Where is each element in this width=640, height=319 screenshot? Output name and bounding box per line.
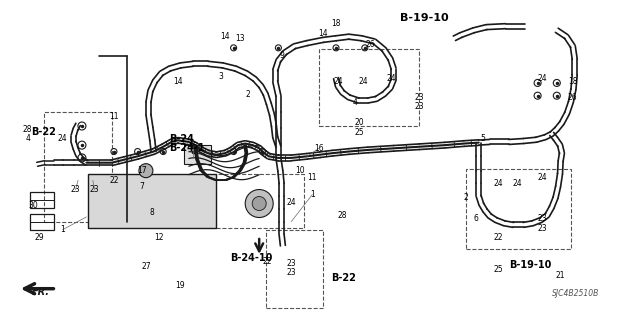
Text: 19: 19 — [175, 281, 186, 290]
Text: 14: 14 — [318, 29, 328, 38]
Text: B-22: B-22 — [332, 272, 356, 283]
Text: 18: 18 — [332, 19, 340, 28]
Text: 28: 28 — [22, 125, 31, 134]
Text: 13: 13 — [235, 34, 245, 43]
Text: 2: 2 — [463, 193, 468, 202]
Text: 30: 30 — [28, 201, 38, 210]
Text: 24: 24 — [493, 179, 503, 188]
Bar — [44, 112, 112, 222]
Text: 22: 22 — [109, 176, 118, 185]
Bar — [29, 192, 54, 208]
Bar — [466, 169, 571, 249]
Text: 14: 14 — [173, 77, 183, 86]
Text: 22: 22 — [263, 257, 272, 266]
Text: 27: 27 — [141, 262, 151, 271]
Text: 18: 18 — [568, 77, 577, 86]
Text: 21: 21 — [556, 271, 564, 280]
Text: FR.: FR. — [31, 287, 49, 297]
Text: 24: 24 — [538, 74, 548, 83]
Text: 24: 24 — [512, 179, 522, 188]
Text: 6: 6 — [474, 214, 479, 223]
Text: 24: 24 — [387, 74, 397, 83]
Text: 24: 24 — [538, 173, 548, 182]
Text: 24: 24 — [358, 77, 369, 86]
Text: 23: 23 — [538, 224, 548, 233]
Text: 28: 28 — [338, 211, 347, 220]
Text: B-24-10: B-24-10 — [230, 253, 273, 263]
Text: 23: 23 — [286, 268, 296, 277]
Text: 23: 23 — [538, 214, 548, 223]
Text: 7: 7 — [140, 182, 145, 191]
Text: B-22: B-22 — [31, 127, 56, 137]
Text: 24: 24 — [333, 77, 343, 86]
Text: SJC4B2510B: SJC4B2510B — [552, 289, 599, 298]
Text: 23: 23 — [70, 185, 81, 194]
Text: 9: 9 — [279, 51, 284, 60]
Text: 2: 2 — [246, 90, 251, 99]
Text: 3: 3 — [218, 72, 223, 81]
Text: 25: 25 — [355, 128, 365, 137]
Text: 11: 11 — [109, 112, 118, 121]
Bar — [266, 230, 323, 308]
Text: 17: 17 — [137, 166, 147, 175]
Text: 23: 23 — [286, 259, 296, 268]
Text: 24: 24 — [58, 134, 68, 143]
Text: 4: 4 — [26, 134, 31, 143]
Bar — [88, 174, 216, 228]
Text: 16: 16 — [314, 144, 324, 153]
Text: 14: 14 — [220, 32, 230, 41]
Text: 24: 24 — [286, 198, 296, 207]
Bar — [29, 214, 54, 230]
Text: 26: 26 — [568, 93, 578, 102]
Text: B-24-1: B-24-1 — [170, 143, 205, 153]
Text: 8: 8 — [150, 208, 155, 217]
Text: 5: 5 — [481, 134, 486, 143]
Text: 22: 22 — [493, 233, 502, 242]
Circle shape — [252, 197, 266, 211]
Bar — [216, 174, 304, 228]
Text: 26: 26 — [365, 40, 375, 49]
Text: 20: 20 — [355, 118, 365, 127]
Text: 12: 12 — [154, 233, 163, 242]
Text: B-19-10: B-19-10 — [400, 12, 449, 23]
Bar — [319, 49, 419, 126]
Text: 23: 23 — [90, 185, 100, 194]
Text: 29: 29 — [35, 233, 45, 242]
Text: 10: 10 — [294, 166, 305, 175]
Text: 25: 25 — [493, 265, 503, 274]
Text: 4: 4 — [353, 98, 358, 107]
Circle shape — [245, 189, 273, 218]
Text: 11: 11 — [308, 173, 317, 182]
Text: B-19-10: B-19-10 — [509, 260, 551, 270]
Text: 23: 23 — [414, 102, 424, 111]
Text: 15: 15 — [188, 142, 198, 151]
Circle shape — [139, 164, 153, 178]
Bar — [184, 145, 211, 164]
Text: 1: 1 — [60, 225, 65, 234]
Text: 23: 23 — [414, 93, 424, 102]
Text: B-24: B-24 — [170, 134, 195, 144]
Text: 1: 1 — [310, 190, 315, 199]
